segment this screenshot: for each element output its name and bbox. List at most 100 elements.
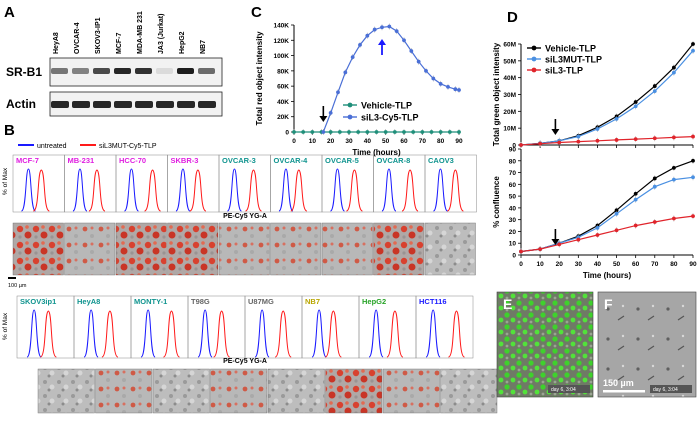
micrograph-tile <box>64 222 116 276</box>
band-actin <box>51 101 69 108</box>
x-tick-label: 20 <box>327 138 335 145</box>
series-line <box>520 215 694 253</box>
y-tick-label: 10M <box>503 126 516 133</box>
x-tick-label: 40 <box>594 261 602 268</box>
histogram-treated <box>447 310 465 358</box>
legend-label: siL3-TLP <box>545 66 583 76</box>
data-point <box>438 130 443 134</box>
cell-line-label: OVCAR-3 <box>222 156 256 165</box>
x-tick-label: 40 <box>364 138 372 145</box>
arrow-head <box>551 239 560 245</box>
series-line <box>520 160 694 253</box>
image-strip-bottom <box>37 368 498 414</box>
y-tick-label: 50M <box>503 58 516 65</box>
data-point <box>372 27 377 32</box>
y-tick-label: 120K <box>273 38 289 45</box>
y-tick-label: 60K <box>277 84 289 91</box>
data-point <box>691 42 695 46</box>
cell-line-label: SKBR-3 <box>171 156 199 165</box>
band-srb1 <box>93 68 110 74</box>
panel-letter-a: A <box>4 4 15 21</box>
row-label-srb1: SR-B1 <box>6 65 42 79</box>
micrograph-tile <box>152 368 210 414</box>
data-point <box>671 70 676 75</box>
data-point <box>447 130 452 134</box>
histogram-treated <box>32 169 50 212</box>
data-point <box>633 191 638 196</box>
stamp-e: day 6, 3:04 <box>551 387 576 393</box>
legend-untreated: untreated <box>37 143 67 150</box>
data-point <box>365 33 370 38</box>
histogram-treated <box>101 310 119 358</box>
y-tick-label: 0 <box>285 130 289 137</box>
histogram-untreated <box>226 168 242 212</box>
lane-label: SKOV3-IP1 <box>95 17 102 54</box>
y-tick-label: 40 <box>509 205 517 212</box>
data-point <box>387 24 392 29</box>
micrograph-tile <box>424 222 476 276</box>
band-actin <box>177 101 195 108</box>
data-point <box>538 141 543 146</box>
x-tick-label: 80 <box>670 261 678 268</box>
y-tick-label: 0 <box>512 253 516 260</box>
data-point <box>671 65 676 70</box>
cell-line-label: U87MG <box>248 297 274 306</box>
data-point <box>633 137 638 142</box>
legend-marker <box>531 67 537 73</box>
histogram-treated <box>189 169 207 212</box>
histogram-untreated <box>432 168 448 212</box>
histogram-treated <box>386 310 404 358</box>
data-point <box>557 242 562 247</box>
data-point <box>347 130 351 134</box>
data-point <box>358 42 362 47</box>
data-point <box>356 130 361 134</box>
band-srb1 <box>156 68 173 74</box>
scale-bar-f <box>603 390 645 393</box>
data-point <box>457 130 461 134</box>
histogram-row-top: MCF-7 MB-231 HCC-70 SKBR-3 OVCAR-3 OVCAR-4 OVC… <box>12 154 477 213</box>
y-tick-label: 40M <box>503 75 516 82</box>
micrograph-tile <box>270 222 322 276</box>
legend-marker <box>531 56 537 62</box>
data-point <box>671 216 676 221</box>
chart-d-bottom: 0 10 20 30 40 50 60 70 80 90 0 10 20 30 40 50 60 70 80 90 Ti… <box>492 147 697 281</box>
data-point <box>374 130 379 134</box>
band-srb1 <box>114 68 131 74</box>
data-point <box>652 184 657 189</box>
cell-line-label: MCF-7 <box>16 156 39 165</box>
data-point <box>411 130 416 134</box>
data-point <box>383 130 388 134</box>
data-point <box>328 130 333 134</box>
x-tick-label: 50 <box>382 138 390 145</box>
x-label-bottom: PE-Cy5 YG-A <box>223 358 267 365</box>
histogram-untreated <box>175 168 191 212</box>
data-point <box>595 226 600 230</box>
micrograph-tile <box>95 368 153 414</box>
panel-letter-d: D <box>507 9 518 26</box>
histogram-treated <box>39 310 57 358</box>
data-point <box>429 130 434 134</box>
cell-line-label: OVCAR-5 <box>325 156 359 165</box>
cell-line-label: HCC-70 <box>119 156 146 165</box>
data-point <box>337 130 342 134</box>
stamp-f: day 6, 3:04 <box>653 387 678 393</box>
histogram-untreated <box>140 309 156 358</box>
data-point <box>614 211 619 216</box>
histogram-untreated <box>72 168 88 212</box>
y-tick-label: 80 <box>509 158 517 165</box>
histogram-untreated <box>278 168 294 212</box>
cell-line-label: SKOV3ip1 <box>20 297 56 306</box>
data-point <box>420 130 425 134</box>
data-point <box>402 130 406 134</box>
cell-line-label: OVCAR-8 <box>377 156 411 165</box>
data-point <box>595 127 600 131</box>
data-point <box>292 130 296 134</box>
lane-label: MCF-7 <box>116 33 123 54</box>
data-point <box>652 176 657 181</box>
histogram-untreated <box>254 309 270 358</box>
histogram-treated <box>446 169 464 212</box>
histogram-untreated <box>123 168 139 212</box>
x-tick-label: 30 <box>345 138 353 145</box>
